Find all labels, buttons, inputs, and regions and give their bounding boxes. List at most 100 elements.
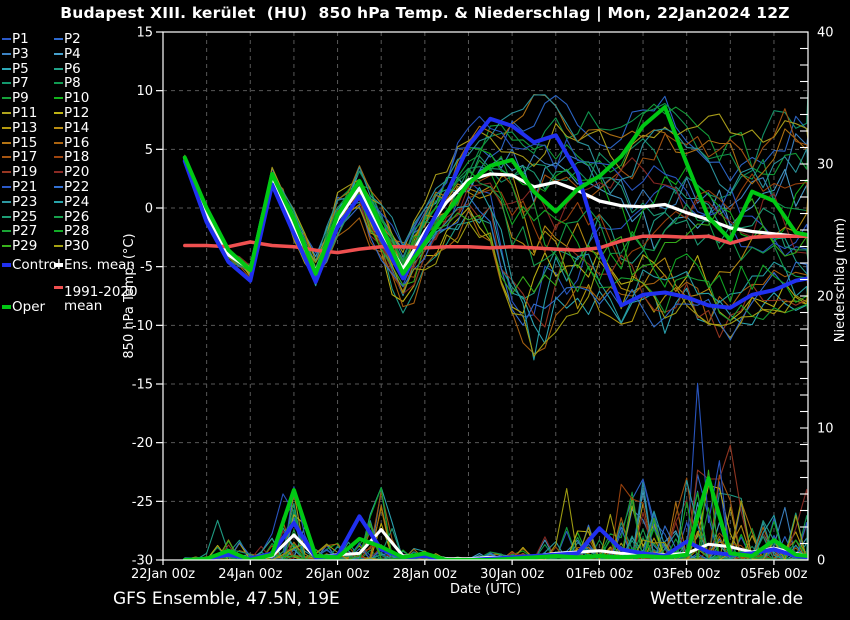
legend-item-control: Control [2, 258, 61, 273]
left-axis-tick-label: -20 [132, 436, 153, 451]
legend-item-p24: P24 [54, 195, 89, 210]
legend-line-swatch [54, 96, 63, 100]
legend-label: P12 [64, 105, 90, 121]
left-axis-tick-label: -10 [132, 319, 153, 334]
x-axis-tick-label: 05Feb 00z [740, 567, 807, 582]
member-precip-line [184, 518, 808, 560]
legend-line-swatch [2, 215, 11, 219]
member-precip-line [184, 486, 808, 560]
right-axis-tick-label: 0 [817, 554, 825, 569]
legend-item-p25: P25 [2, 210, 37, 225]
legend-line-swatch [2, 229, 11, 233]
legend-line-swatch [54, 141, 63, 145]
legend-line-swatch [2, 200, 11, 204]
x-axis-tick-label: 30Jan 00z [480, 567, 544, 582]
legend-line-swatch [54, 37, 63, 41]
right-axis-title: Niederschlag (mm) [833, 218, 848, 343]
legend-line-swatch [2, 52, 11, 56]
legend-line-swatch [2, 141, 11, 145]
legend-label: P7 [12, 75, 29, 91]
legend-line-swatch [54, 263, 63, 267]
legend-line-swatch [54, 170, 63, 174]
chart-title: Budapest XIII. kerület (HU) 850 hPa Temp… [60, 4, 790, 22]
member-precip-line [184, 444, 808, 560]
legend-item-p20: P20 [54, 165, 89, 180]
legend-line-swatch [54, 81, 63, 85]
series-plot-area [182, 92, 808, 560]
legend-label: P5 [12, 61, 29, 77]
legend-item-p8: P8 [54, 76, 81, 91]
legend-line-swatch [2, 305, 11, 309]
legend-label: P13 [12, 120, 38, 136]
member-precip-line [184, 490, 808, 560]
legend-item-p28: P28 [54, 224, 89, 239]
temp-main-lines [182, 105, 808, 310]
legend-item-p12: P12 [54, 106, 89, 121]
legend-item-p4: P4 [54, 47, 81, 62]
legend-label: P9 [12, 90, 29, 106]
x-axis-tick-label: 03Feb 00z [653, 567, 720, 582]
legend-label: P23 [12, 194, 38, 210]
legend-item-p18: P18 [54, 150, 89, 165]
legend-line-swatch [2, 111, 11, 115]
legend-label: P1 [12, 31, 29, 47]
legend-label: P29 [12, 238, 38, 254]
legend-label: P24 [64, 194, 90, 210]
legend-item-p9: P9 [2, 91, 29, 106]
legend-item-p3: P3 [2, 47, 29, 62]
legend-label: P21 [12, 179, 38, 195]
model-info-text: GFS Ensemble, 47.5N, 19E [113, 589, 340, 609]
legend-item-p16: P16 [54, 136, 89, 151]
legend-item-p17: P17 [2, 150, 37, 165]
temp-line-1991-2020-mean [183, 234, 808, 255]
legend-item-p5: P5 [2, 62, 29, 77]
legend-line-swatch [54, 67, 63, 71]
left-axis-tick-label: -30 [132, 554, 153, 569]
right-axis-tick-label: 20 [817, 290, 834, 305]
legend-line-swatch [2, 126, 11, 130]
legend-line-swatch [2, 263, 11, 267]
legend-item-ens-mean: Ens. mean [54, 258, 135, 273]
legend-item-p2: P2 [54, 32, 81, 47]
legend-item-p11: P11 [2, 106, 37, 121]
legend-label: P17 [12, 149, 38, 165]
x-axis-title: Date (UTC) [450, 582, 521, 597]
legend-item-p13: P13 [2, 121, 37, 136]
watermark-text: Wetterzentrale.de [650, 589, 804, 609]
legend-item-p30: P30 [54, 239, 89, 254]
legend-label: Oper [12, 299, 46, 315]
legend-line-swatch [2, 96, 11, 100]
legend-label: P19 [12, 164, 38, 180]
legend-label: P4 [64, 46, 81, 62]
legend-label: Ens. mean [64, 257, 135, 273]
legend-line-swatch [2, 81, 11, 85]
precip-main-lines [182, 476, 808, 560]
legend-label: P16 [64, 135, 90, 151]
legend-item-oper: Oper [2, 300, 45, 315]
legend-label: P22 [64, 179, 90, 195]
legend-label: P10 [64, 90, 90, 106]
member-temp-line [184, 133, 808, 275]
ensemble-legend: P1 P2 P3 P4 P5 P6 P7 P8 P9 P10 P11 P12 P13 P14 P15 P16 P… [2, 32, 162, 332]
legend-line-swatch [2, 170, 11, 174]
legend-label: P26 [64, 209, 90, 225]
x-axis-tick-label: 22Jan 00z [131, 567, 195, 582]
legend-line-swatch [2, 185, 11, 189]
legend-label: P3 [12, 46, 29, 62]
legend-line-swatch [54, 200, 63, 204]
x-axis-tick-label: 01Feb 00z [566, 567, 633, 582]
legend-line-swatch [54, 126, 63, 130]
x-axis-tick-label: 26Jan 00z [306, 567, 370, 582]
x-axis-tick-label: 24Jan 00z [218, 567, 282, 582]
legend-label: P11 [12, 105, 38, 121]
right-axis-tick-label: 10 [817, 422, 834, 437]
legend-label: P15 [12, 135, 38, 151]
legend-label: P20 [64, 164, 90, 180]
legend-line-swatch [54, 185, 63, 189]
legend-line-swatch [54, 52, 63, 56]
left-axis-title: 850 hPa Temp. (°C) [122, 233, 137, 358]
legend-label: P14 [64, 120, 90, 136]
legend-label: P25 [12, 209, 38, 225]
temp-line-control [182, 116, 808, 310]
